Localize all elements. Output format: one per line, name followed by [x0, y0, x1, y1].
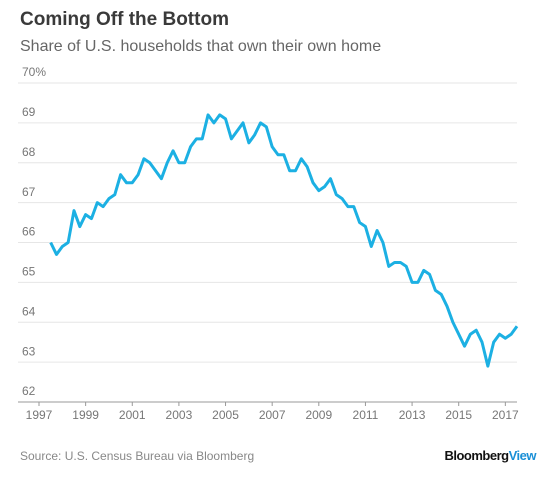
y-tick-label: 67: [22, 185, 36, 199]
y-tick-label: 63: [22, 344, 36, 358]
x-tick-label: 2011: [353, 408, 379, 422]
logo: BloombergView: [444, 448, 537, 463]
y-tick-label: 64: [22, 304, 36, 318]
x-tick-label: 2003: [166, 408, 193, 422]
line-series: [49, 113, 519, 368]
y-tick-label: 69: [22, 105, 36, 119]
y-tick-label: 70%: [22, 65, 46, 79]
x-tick-label: 1999: [72, 408, 99, 422]
y-tick-label: 65: [22, 265, 36, 279]
x-tick-label: 2007: [259, 408, 286, 422]
x-tick-label: 2013: [399, 408, 426, 422]
x-tick-label: 2015: [445, 408, 472, 422]
x-tick-label: 2017: [492, 408, 519, 422]
y-tick-label: 62: [22, 384, 36, 398]
chart-title: Coming Off the Bottom: [20, 9, 229, 30]
logo-suffix: View: [509, 448, 538, 463]
logo-brand: Bloomberg: [444, 448, 509, 463]
x-tick-label: 2009: [305, 408, 332, 422]
x-tick-label: 2001: [119, 408, 146, 422]
y-tick-label: 66: [22, 225, 36, 239]
y-tick-label: 68: [22, 145, 36, 159]
x-tick-label: 2005: [212, 408, 239, 422]
chart-subtitle: Share of U.S. households that own their …: [20, 38, 381, 55]
x-tick-label: 1997: [26, 408, 53, 422]
source: Source: U.S. Census Bureau via Bloomberg: [20, 449, 254, 463]
